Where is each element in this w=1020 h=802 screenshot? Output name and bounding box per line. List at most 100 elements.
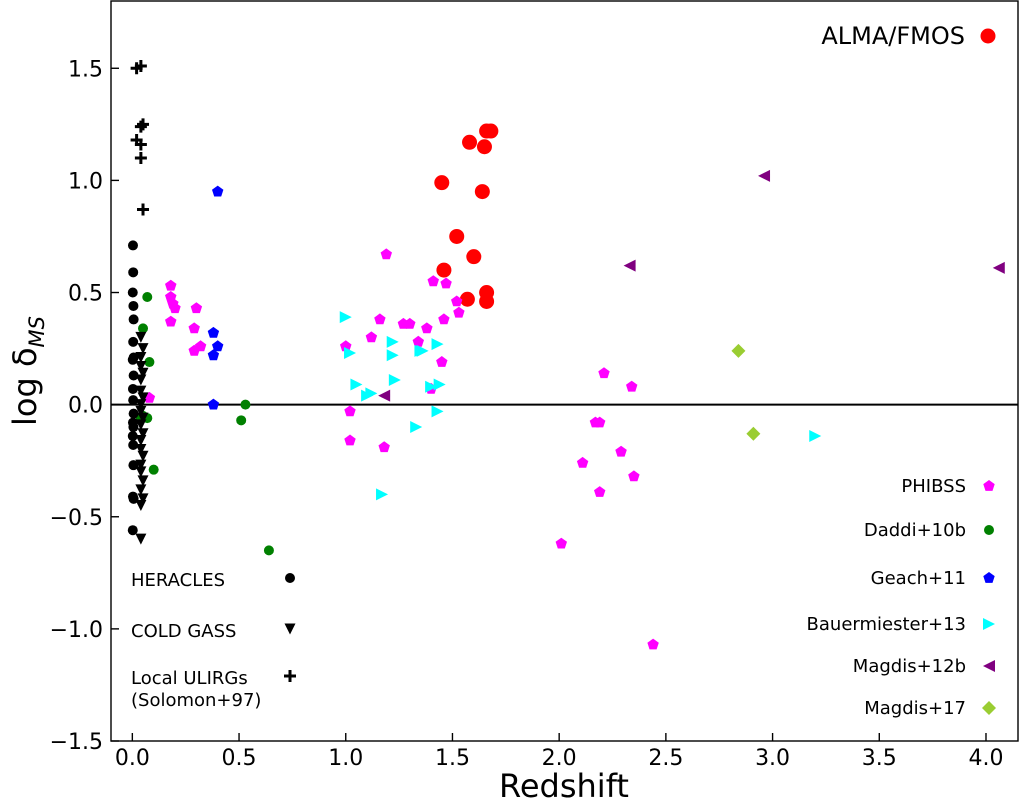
data-point (388, 373, 401, 386)
data-point (623, 259, 636, 272)
data-point (207, 326, 220, 338)
data-point (365, 331, 378, 343)
series-phibss (143, 248, 659, 650)
legend-label: Bauermiester+13 (807, 614, 966, 635)
data-point (137, 493, 149, 505)
data-point (128, 422, 139, 433)
data-point (378, 389, 391, 402)
data-point (135, 533, 147, 545)
data-point (438, 313, 450, 325)
data-point (135, 459, 147, 471)
data-point (344, 347, 357, 360)
data-point (128, 300, 139, 311)
data-point (466, 249, 482, 265)
data-point (992, 261, 1005, 274)
data-point (404, 317, 416, 329)
data-point (555, 537, 567, 549)
data-point (476, 139, 492, 155)
data-point (135, 500, 147, 512)
data-point (386, 335, 399, 348)
legend-marker (983, 480, 995, 491)
data-point (731, 343, 746, 358)
data-point (431, 405, 444, 418)
data-point (188, 322, 200, 334)
data-point (135, 419, 147, 431)
legend-marker (984, 525, 994, 535)
data-point (212, 340, 224, 352)
x-tick-label: 1.0 (328, 746, 363, 771)
legend-label: Local ULIRGs (131, 668, 248, 689)
series-cold-gass (135, 331, 149, 545)
data-point (449, 228, 465, 244)
data-point (144, 357, 155, 368)
data-point (135, 435, 147, 447)
legend-label: HERACLES (131, 570, 225, 591)
data-point (340, 340, 352, 352)
x-axis: 0.0 0.5 1.0 1.5 2.0 2.5 3.0 3.5 4.0 (115, 733, 1003, 771)
legend-label: Magdis+12b (853, 656, 966, 677)
x-tick-label: 2.5 (648, 746, 683, 771)
series-bauermiester-13 (339, 311, 822, 501)
data-point (128, 267, 139, 278)
y-tick-label: 1.0 (68, 169, 103, 194)
legend-label: COLD GASS (131, 621, 236, 642)
data-point (137, 412, 149, 424)
data-point (207, 349, 220, 361)
legend-marker (284, 670, 296, 682)
legend-marker (983, 572, 995, 583)
data-point (434, 175, 450, 191)
legend-marker (982, 701, 996, 715)
legend-label: ALMA/FMOS (821, 22, 965, 50)
data-point (135, 331, 147, 343)
data-point (436, 262, 452, 278)
data-point (138, 323, 149, 334)
data-point (134, 138, 147, 151)
x-tick-label: 4.0 (968, 746, 1003, 771)
data-point (236, 415, 247, 426)
data-point (134, 60, 147, 73)
data-point (137, 450, 149, 462)
legend-label: PHIBSS (901, 476, 966, 497)
y-tick-label: 0.0 (68, 394, 103, 419)
data-point (165, 279, 177, 291)
data-point (433, 378, 446, 391)
data-point (615, 445, 627, 457)
data-point (128, 408, 139, 419)
data-point (462, 134, 478, 150)
data-point (137, 118, 150, 131)
data-point (350, 378, 363, 391)
y-axis-label-subscript: MS (25, 316, 49, 347)
data-point (746, 426, 761, 441)
data-point (135, 484, 147, 496)
data-point (137, 343, 149, 355)
legend: ALMA/FMOS PHIBSS Daddi+10b Geach+11 Bauermie… (131, 22, 996, 719)
data-point (135, 361, 147, 373)
data-point (459, 291, 475, 307)
y-tick-label: 1.5 (68, 57, 103, 82)
data-point (127, 287, 138, 298)
series-magdis-12b (378, 169, 1005, 402)
data-point (410, 421, 423, 434)
series-magdis-17 (731, 343, 761, 441)
series-alma-fmos (434, 123, 499, 309)
x-tick-label: 3.5 (862, 746, 897, 771)
data-point (594, 486, 606, 497)
data-point (128, 460, 139, 471)
x-tick-label: 3.0 (755, 746, 790, 771)
data-point (628, 470, 640, 482)
y-tick-label: −1.0 (50, 618, 103, 643)
x-tick-label: 2.0 (542, 746, 577, 771)
y-axis-label-main: log δ (6, 347, 44, 426)
data-point (135, 374, 147, 386)
data-point (134, 120, 147, 133)
data-point (378, 441, 390, 453)
data-point (137, 367, 149, 379)
data-point (598, 367, 610, 379)
data-point (128, 336, 139, 347)
y-tick-label: −1.5 (50, 730, 103, 755)
data-point (207, 398, 220, 410)
data-point (344, 405, 356, 417)
data-point (142, 292, 153, 302)
data-point (135, 466, 147, 478)
